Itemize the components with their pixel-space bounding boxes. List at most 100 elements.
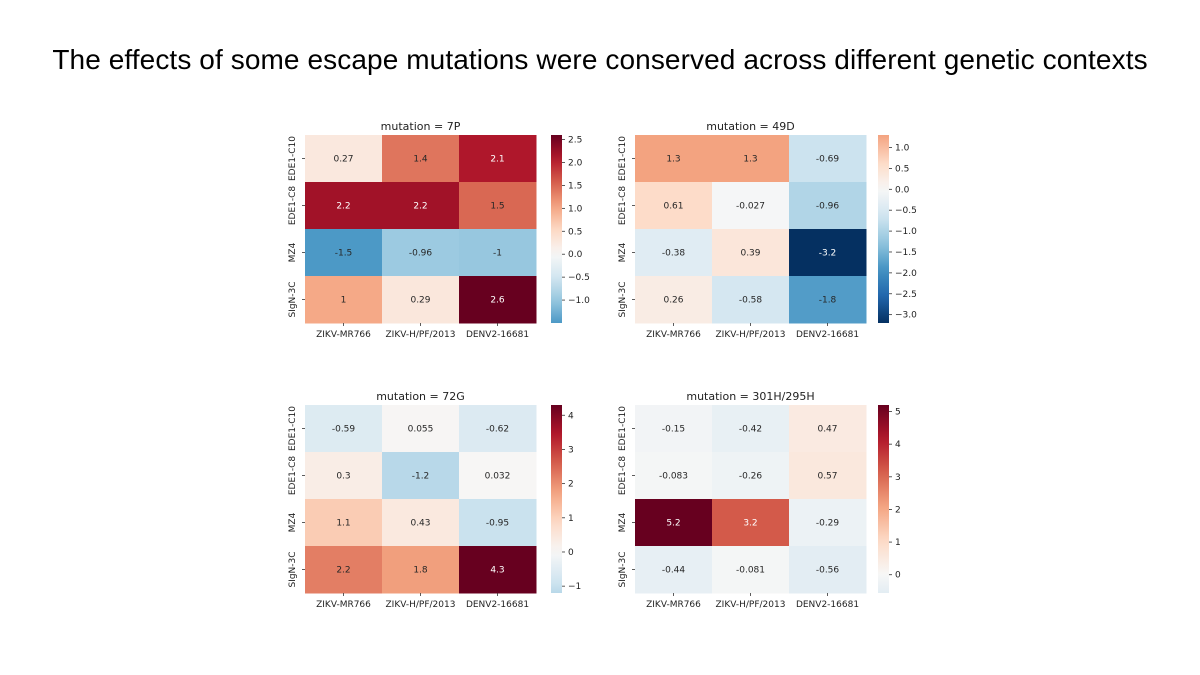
colorbar-tick-label: 0.0 xyxy=(568,250,583,260)
cell-value-label: 0.47 xyxy=(817,425,837,435)
column-label: ZIKV-H/PF/2013 xyxy=(716,600,786,610)
panel-title: mutation = 49D xyxy=(706,120,795,133)
heatmap-cell xyxy=(635,499,713,547)
heatmap-cell xyxy=(712,499,790,547)
cell-value-label: 0.61 xyxy=(663,202,683,212)
colorbar-tick-label: 4 xyxy=(568,411,574,421)
cell-value-label: -1.2 xyxy=(412,472,430,482)
row-label: EDE1-C10 xyxy=(288,406,298,451)
cell-value-label: 5.2 xyxy=(666,519,680,529)
colorbar-tick-label: 0 xyxy=(895,571,901,581)
cell-value-label: -1.5 xyxy=(335,249,353,259)
colorbar-tick-label: 2.5 xyxy=(568,136,582,146)
colorbar-tick-label: 4 xyxy=(895,440,901,450)
row-label: SIgN-3C xyxy=(288,551,298,587)
cell-value-label: -0.62 xyxy=(486,425,509,435)
heatmap-cell xyxy=(635,182,713,230)
heatmap-cell xyxy=(305,135,383,183)
heatmap-cell xyxy=(305,499,383,547)
row-label: SIgN-3C xyxy=(288,281,298,317)
colorbar-tick-label: −1.5 xyxy=(895,248,917,258)
column-label: ZIKV-MR766 xyxy=(316,330,371,340)
cell-value-label: -0.027 xyxy=(736,202,765,212)
row-label: MZ4 xyxy=(288,242,298,262)
cell-value-label: 2.1 xyxy=(490,155,504,165)
heatmap-cell xyxy=(459,229,537,277)
heatmap-cell xyxy=(382,405,460,453)
column-label: ZIKV-H/PF/2013 xyxy=(386,600,456,610)
colorbar-tick-label: 1.5 xyxy=(568,181,582,191)
heatmap-cell xyxy=(382,499,460,547)
cell-value-label: 0.055 xyxy=(408,425,434,435)
colorbar-tick-label: 1 xyxy=(568,514,574,524)
column-label: ZIKV-H/PF/2013 xyxy=(716,330,786,340)
column-label: DENV2-16681 xyxy=(796,600,859,610)
cell-value-label: 0.3 xyxy=(336,472,350,482)
row-label: MZ4 xyxy=(618,242,628,262)
column-label: DENV2-16681 xyxy=(466,600,529,610)
colorbar-tick-label: 2.0 xyxy=(568,159,583,169)
row-label: SIgN-3C xyxy=(618,281,628,317)
cell-value-label: -0.083 xyxy=(659,472,688,482)
slide-title: The effects of some escape mutations wer… xyxy=(52,44,1148,75)
row-label: SIgN-3C xyxy=(618,551,628,587)
cell-value-label: -0.081 xyxy=(736,566,765,576)
cell-value-label: -3.2 xyxy=(819,249,837,259)
cell-value-label: -1 xyxy=(493,249,502,259)
column-label: DENV2-16681 xyxy=(466,330,529,340)
cell-value-label: 0.26 xyxy=(663,296,683,306)
colorbar-tick-label: 0.5 xyxy=(895,164,909,174)
heatmap-cell xyxy=(459,182,537,230)
cell-value-label: 2.6 xyxy=(490,296,505,306)
colorbar-tick-label: −3.0 xyxy=(895,311,917,321)
heatmap-cell xyxy=(789,229,867,277)
heatmap-cell xyxy=(459,405,537,453)
cell-value-label: -0.69 xyxy=(816,155,840,165)
row-label: EDE1-C10 xyxy=(288,136,298,181)
cell-value-label: 2.2 xyxy=(413,202,427,212)
colorbar-tick-label: 5 xyxy=(895,408,901,418)
heatmap-cell xyxy=(712,135,790,183)
heatmap-cell xyxy=(382,229,460,277)
heatmap-cell xyxy=(382,452,460,500)
column-label: ZIKV-H/PF/2013 xyxy=(386,330,456,340)
cell-value-label: 1 xyxy=(341,296,347,306)
colorbar-tick-label: 1.0 xyxy=(895,144,910,154)
cell-value-label: -0.29 xyxy=(816,519,840,529)
heatmap-cell xyxy=(382,135,460,183)
cell-value-label: 0.43 xyxy=(410,519,430,529)
colorbar xyxy=(878,405,889,593)
panel-title: mutation = 301H/295H xyxy=(686,390,814,403)
heatmap-cell xyxy=(712,276,790,324)
colorbar-tick-label: −2.0 xyxy=(895,269,917,279)
column-label: ZIKV-MR766 xyxy=(316,600,371,610)
heatmap-cell xyxy=(459,546,537,594)
heatmap-cell xyxy=(712,229,790,277)
colorbar-tick-label: 1.0 xyxy=(568,204,583,214)
colorbar-tick-label: −1.0 xyxy=(568,296,590,306)
cell-value-label: 1.4 xyxy=(413,155,428,165)
colorbar-tick-label: 3 xyxy=(895,473,901,483)
heatmap-cell xyxy=(789,452,867,500)
cell-value-label: 1.5 xyxy=(490,202,504,212)
cell-value-label: 0.032 xyxy=(485,472,511,482)
cell-value-label: 2.2 xyxy=(336,202,350,212)
heatmap-cell xyxy=(382,182,460,230)
heatmap-cell xyxy=(712,405,790,453)
colorbar xyxy=(551,405,562,593)
cell-value-label: 0.39 xyxy=(740,249,760,259)
heatmap-cell xyxy=(459,276,537,324)
colorbar-tick-label: 0.5 xyxy=(568,227,582,237)
panel-title: mutation = 72G xyxy=(376,390,465,403)
heatmap-cell xyxy=(459,135,537,183)
colorbar-tick-label: 1 xyxy=(895,538,901,548)
heatmap-cell xyxy=(635,276,713,324)
row-label: EDE1-C10 xyxy=(618,136,628,181)
cell-value-label: -0.44 xyxy=(662,566,686,576)
heatmap-cell xyxy=(382,276,460,324)
heatmap-cell xyxy=(305,405,383,453)
cell-value-label: -0.26 xyxy=(739,472,763,482)
cell-value-label: 0.29 xyxy=(410,296,430,306)
row-label: EDE1-C8 xyxy=(288,186,298,226)
cell-value-label: 1.3 xyxy=(666,155,680,165)
